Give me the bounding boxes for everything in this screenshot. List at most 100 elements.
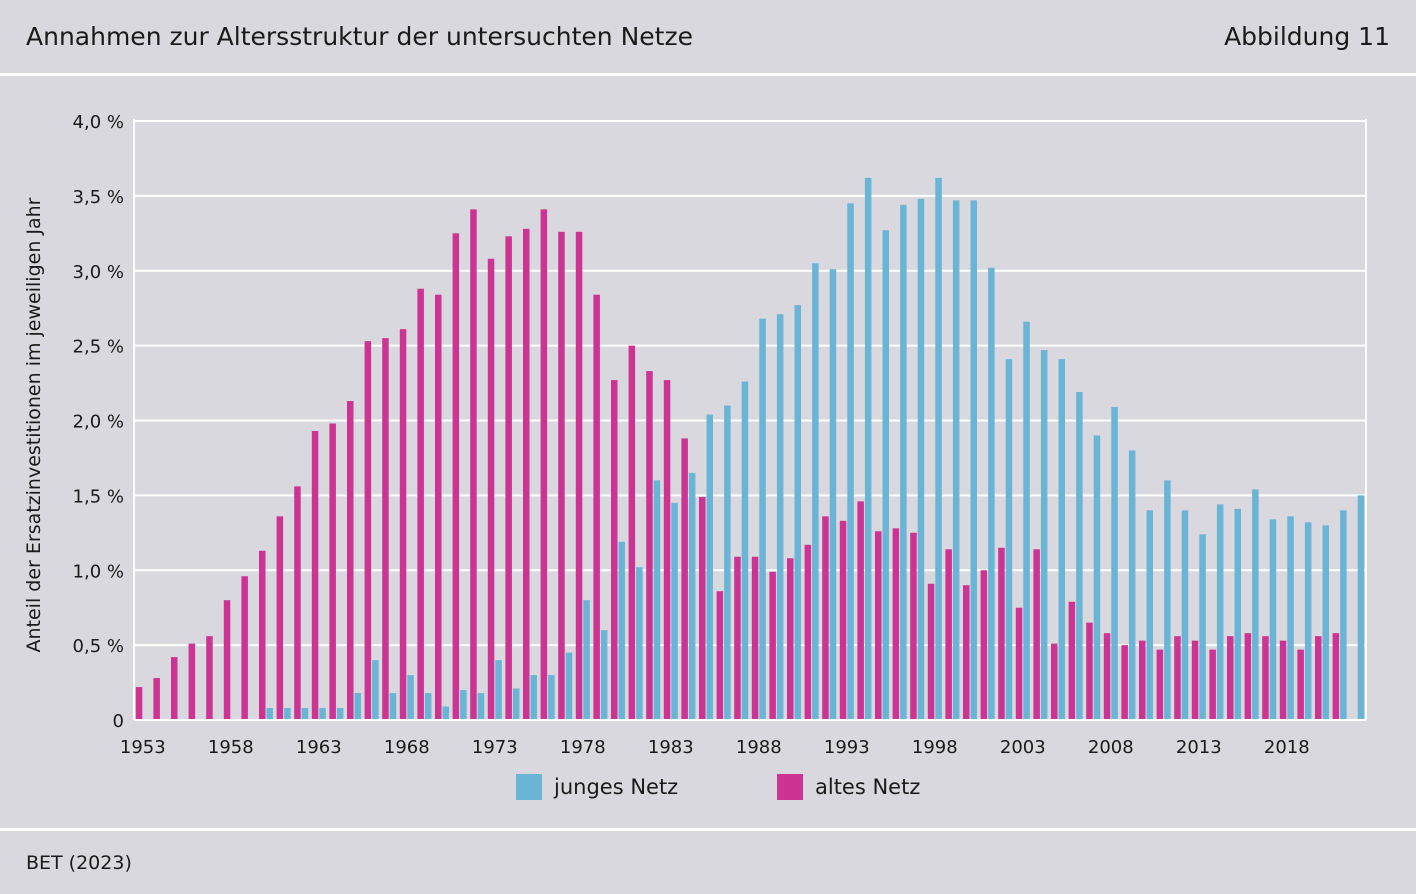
bar-junges-netz	[1111, 407, 1118, 720]
bar-altes-netz	[1332, 633, 1340, 720]
bar-altes-netz	[628, 345, 636, 720]
bar-junges-netz	[407, 675, 414, 720]
x-tick-label: 1958	[208, 737, 254, 758]
bar-altes-netz	[1121, 645, 1128, 720]
bar-altes-netz	[1033, 549, 1040, 720]
bar-altes-netz	[135, 687, 143, 720]
x-tick-label: 2013	[1176, 737, 1222, 758]
bar-junges-netz	[477, 693, 485, 720]
source-note: BET (2023)	[26, 852, 132, 874]
bar-altes-netz	[153, 678, 160, 720]
bar-altes-netz	[382, 338, 389, 720]
bar-altes-netz	[540, 209, 548, 721]
bar-junges-netz	[952, 200, 960, 720]
bar-junges-netz	[1269, 519, 1277, 720]
legend-swatch-old	[777, 774, 803, 800]
bar-altes-netz	[558, 231, 565, 720]
bar-altes-netz	[892, 528, 900, 720]
y-tick-label: 4,0 %	[73, 112, 124, 133]
bar-altes-netz	[206, 636, 213, 720]
bar-junges-netz	[600, 630, 608, 720]
bar-junges-netz	[424, 693, 432, 720]
bar-junges-netz	[301, 708, 309, 720]
bar-altes-netz	[910, 532, 917, 720]
bar-junges-netz	[900, 204, 907, 721]
bar-junges-netz	[495, 660, 502, 720]
bar-altes-netz	[435, 294, 442, 720]
bar-altes-netz	[1262, 636, 1269, 720]
bar-altes-netz	[875, 531, 882, 720]
bar-altes-netz	[945, 549, 952, 720]
legend: junges Netz altes Netz	[0, 774, 1416, 804]
bar-junges-netz	[565, 652, 573, 720]
bar-junges-netz	[372, 660, 379, 720]
bar-junges-netz	[1234, 508, 1241, 720]
bar-junges-netz	[336, 708, 344, 720]
bar-junges-netz	[1287, 516, 1294, 720]
bar-altes-netz	[505, 236, 512, 720]
bar-junges-netz	[1023, 321, 1030, 720]
bar-altes-netz	[663, 380, 671, 720]
bar-junges-netz	[1164, 480, 1171, 720]
legend-swatch-young	[516, 774, 542, 800]
bar-junges-netz	[688, 472, 696, 720]
bar-altes-netz	[734, 556, 741, 720]
bar-altes-netz	[1139, 640, 1146, 720]
bar-junges-netz	[935, 177, 942, 720]
bar-altes-netz	[1191, 640, 1199, 720]
bar-altes-netz	[294, 486, 301, 720]
bar-junges-netz	[1040, 350, 1048, 720]
x-tick-label: 2003	[1000, 737, 1046, 758]
bar-junges-netz	[1357, 495, 1365, 720]
bar-altes-netz	[241, 576, 248, 720]
bar-altes-netz	[1068, 601, 1076, 720]
bar-altes-netz	[1015, 607, 1023, 720]
bar-junges-netz	[741, 381, 749, 720]
bar-junges-netz	[1322, 525, 1329, 720]
x-tick-label: 1973	[472, 737, 518, 758]
y-tick-label: 0	[113, 711, 124, 732]
bar-junges-netz	[1340, 510, 1347, 720]
bar-junges-netz	[759, 318, 766, 720]
bar-junges-netz	[1076, 392, 1083, 720]
bar-altes-netz	[311, 430, 319, 720]
legend-item-young: junges Netz	[516, 774, 678, 800]
bar-altes-netz	[681, 438, 688, 720]
bar-junges-netz	[1005, 359, 1013, 720]
bar-altes-netz	[804, 544, 812, 720]
y-tick-label: 3,5 %	[73, 187, 124, 208]
bar-junges-netz	[653, 480, 661, 720]
x-tick-label: 1963	[296, 737, 342, 758]
bar-junges-netz	[882, 230, 889, 720]
x-tick-label: 2018	[1264, 737, 1310, 758]
bar-junges-netz	[917, 198, 925, 720]
x-tick-label: 1993	[824, 737, 870, 758]
bar-junges-netz	[530, 675, 537, 720]
bar-altes-netz	[223, 600, 231, 720]
bottom-divider	[0, 828, 1416, 831]
bar-altes-netz	[857, 501, 864, 720]
bar-junges-netz	[1146, 510, 1153, 720]
legend-item-old: altes Netz	[777, 774, 920, 800]
bar-junges-netz	[284, 708, 291, 720]
bar-altes-netz	[1209, 649, 1216, 720]
bar-altes-netz	[839, 520, 847, 720]
bar-altes-netz	[188, 643, 196, 720]
bar-altes-netz	[347, 401, 354, 720]
figure-label: Abbildung 11	[1224, 22, 1390, 51]
x-tick-label: 2008	[1088, 737, 1134, 758]
bar-junges-netz	[970, 200, 977, 720]
bar-altes-netz	[364, 341, 372, 720]
bar-junges-netz	[442, 706, 449, 720]
bar-junges-netz	[319, 708, 326, 720]
bar-altes-netz	[1315, 636, 1322, 720]
bar-junges-netz	[1058, 359, 1065, 720]
bar-altes-netz	[1297, 649, 1304, 720]
bar-junges-netz	[988, 267, 995, 720]
bar-junges-netz	[618, 541, 625, 720]
bar-altes-netz	[751, 556, 759, 720]
bar-altes-netz	[417, 288, 424, 720]
bar-altes-netz	[171, 657, 178, 720]
bar-junges-netz	[583, 600, 590, 720]
bar-junges-netz	[460, 690, 467, 720]
